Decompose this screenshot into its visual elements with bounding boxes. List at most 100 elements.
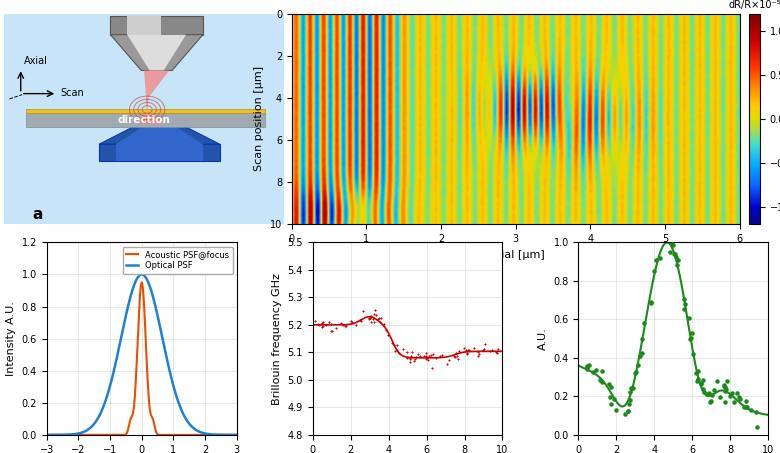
Point (422, 357, 434, 364)
Point (345, 318, 357, 325)
Point (346, 318, 358, 325)
Point (477, 345, 490, 352)
Point (728, 398, 740, 405)
Point (459, 347, 472, 354)
Point (477, 346, 489, 353)
Point (587, 368, 599, 376)
Point (364, 313, 377, 320)
Point (355, 318, 367, 325)
Point (390, 347, 402, 354)
Point (603, 380, 615, 387)
Point (374, 318, 386, 325)
Point (690, 369, 702, 376)
Point (583, 361, 596, 369)
Point (629, 369, 641, 376)
Point (610, 406, 622, 414)
X-axis label: Axial [μm]: Axial [μm] (487, 250, 544, 260)
Optical PSF (226, 432, 236, 438)
Acoustic PSF@focus (42, 432, 51, 438)
Acoustic PSF@focus (226, 432, 236, 438)
Point (627, 385, 640, 392)
Point (672, 256, 685, 264)
FancyBboxPatch shape (127, 16, 161, 35)
Point (463, 346, 475, 353)
Point (401, 355, 413, 362)
Point (326, 328, 339, 335)
Legend: Acoustic PSF@focus, Optical PSF: Acoustic PSF@focus, Optical PSF (122, 246, 232, 274)
FancyBboxPatch shape (99, 144, 220, 161)
Point (336, 322, 349, 329)
Point (682, 314, 695, 321)
Point (604, 400, 617, 408)
Point (412, 351, 424, 358)
Point (596, 379, 608, 386)
Point (608, 395, 620, 403)
Point (678, 305, 690, 313)
Point (389, 348, 402, 355)
Point (668, 250, 680, 257)
Point (365, 318, 378, 326)
Point (378, 320, 390, 328)
Point (364, 314, 377, 322)
Point (324, 328, 337, 335)
Point (421, 354, 434, 361)
Point (645, 298, 658, 305)
Polygon shape (127, 35, 186, 71)
Point (335, 320, 347, 327)
Y-axis label: A.U.: A.U. (537, 327, 548, 350)
Optical PSF (137, 272, 147, 277)
Optical PSF (226, 432, 236, 438)
Text: Axial: Axial (23, 56, 48, 66)
Point (636, 336, 648, 343)
Point (461, 349, 473, 356)
Point (325, 321, 338, 328)
Point (316, 324, 328, 331)
Point (367, 316, 379, 323)
Point (703, 390, 715, 397)
Point (420, 352, 432, 360)
Point (660, 235, 672, 242)
Point (404, 354, 417, 361)
Point (420, 355, 433, 362)
Point (734, 395, 746, 402)
Point (686, 329, 698, 336)
Point (581, 366, 594, 373)
Point (732, 393, 745, 400)
Point (660, 231, 672, 238)
Point (633, 352, 646, 359)
Point (669, 251, 682, 258)
Point (472, 349, 484, 356)
Point (711, 378, 723, 385)
Point (393, 350, 406, 357)
Point (671, 261, 683, 269)
Point (309, 318, 321, 325)
Point (400, 349, 413, 356)
Point (452, 348, 465, 355)
Point (706, 391, 718, 398)
Point (408, 358, 420, 365)
Y-axis label: Intensity A.U.: Intensity A.U. (6, 301, 16, 376)
Point (691, 377, 704, 385)
Point (605, 383, 618, 390)
Point (751, 424, 764, 431)
Point (426, 364, 438, 371)
Point (700, 390, 713, 397)
Point (625, 384, 637, 391)
Point (371, 316, 384, 323)
Acoustic PSF@focus (232, 432, 241, 438)
Point (698, 389, 711, 396)
Point (413, 352, 426, 360)
Point (404, 356, 417, 363)
Point (750, 408, 762, 415)
Acoustic PSF@focus (129, 403, 139, 408)
Point (363, 314, 375, 321)
Point (461, 351, 473, 358)
Point (730, 389, 743, 396)
Point (707, 386, 720, 394)
Point (406, 349, 418, 356)
Point (604, 394, 617, 401)
Point (738, 404, 750, 411)
Point (363, 314, 376, 322)
Point (339, 323, 352, 330)
Title: dR/R×10⁻⁵: dR/R×10⁻⁵ (729, 0, 780, 10)
